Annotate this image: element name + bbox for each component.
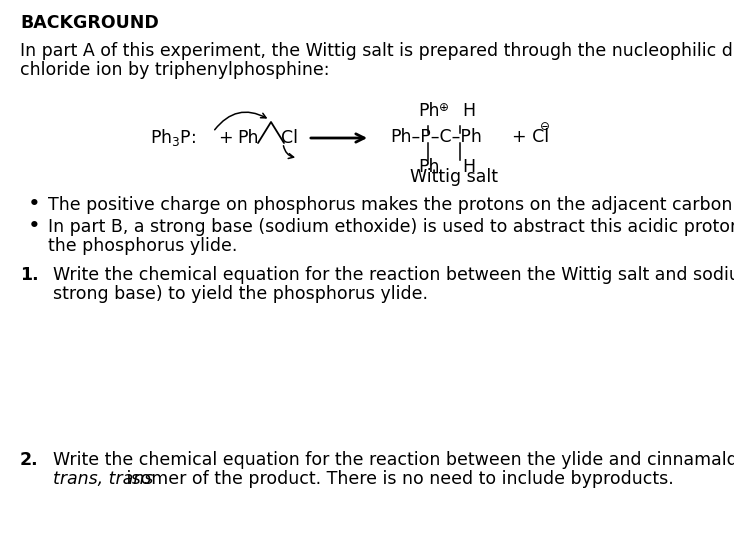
Text: the phosphorus ylide.: the phosphorus ylide. (48, 237, 237, 255)
Text: ⊕: ⊕ (439, 101, 449, 114)
Text: Ph: Ph (418, 158, 440, 176)
Text: Ph: Ph (418, 102, 440, 120)
Text: Ph–P–C–Ph: Ph–P–C–Ph (390, 128, 482, 146)
Text: 1.: 1. (20, 266, 39, 284)
Text: H: H (462, 102, 475, 120)
Text: Wittig salt: Wittig salt (410, 168, 498, 186)
Text: BACKGROUND: BACKGROUND (20, 14, 159, 32)
Text: Write the chemical equation for the reaction between the Wittig salt and sodium : Write the chemical equation for the reac… (53, 266, 734, 284)
Text: trans, trans: trans, trans (53, 470, 153, 488)
Text: Ph: Ph (237, 129, 258, 147)
Text: +: + (218, 129, 233, 147)
Text: •: • (28, 216, 41, 236)
Text: Write the chemical equation for the reaction between the ylide and cinnamaldehyd: Write the chemical equation for the reac… (53, 451, 734, 469)
Text: •: • (28, 194, 41, 214)
Text: The positive charge on phosphorus makes the protons on the adjacent carbon highl: The positive charge on phosphorus makes … (48, 196, 734, 214)
Text: 2.: 2. (20, 451, 39, 469)
Text: Cl: Cl (281, 129, 298, 147)
Text: chloride ion by triphenylphosphine:: chloride ion by triphenylphosphine: (20, 61, 330, 79)
Text: ⊖: ⊖ (540, 120, 550, 133)
Text: In part B, a strong base (sodium ethoxide) is used to abstract this acidic proto: In part B, a strong base (sodium ethoxid… (48, 218, 734, 236)
Text: strong base) to yield the phosphorus ylide.: strong base) to yield the phosphorus yli… (53, 285, 428, 303)
Text: Ph$_3$P:: Ph$_3$P: (150, 127, 196, 148)
Text: H: H (462, 158, 475, 176)
Text: + Cl: + Cl (512, 128, 549, 146)
Text: In part A of this experiment, the Wittig salt is prepared through the nucleophil: In part A of this experiment, the Wittig… (20, 42, 734, 60)
Text: isomer of the product. There is no need to include byproducts.: isomer of the product. There is no need … (121, 470, 674, 488)
FancyArrowPatch shape (214, 112, 266, 130)
FancyArrowPatch shape (283, 146, 294, 159)
